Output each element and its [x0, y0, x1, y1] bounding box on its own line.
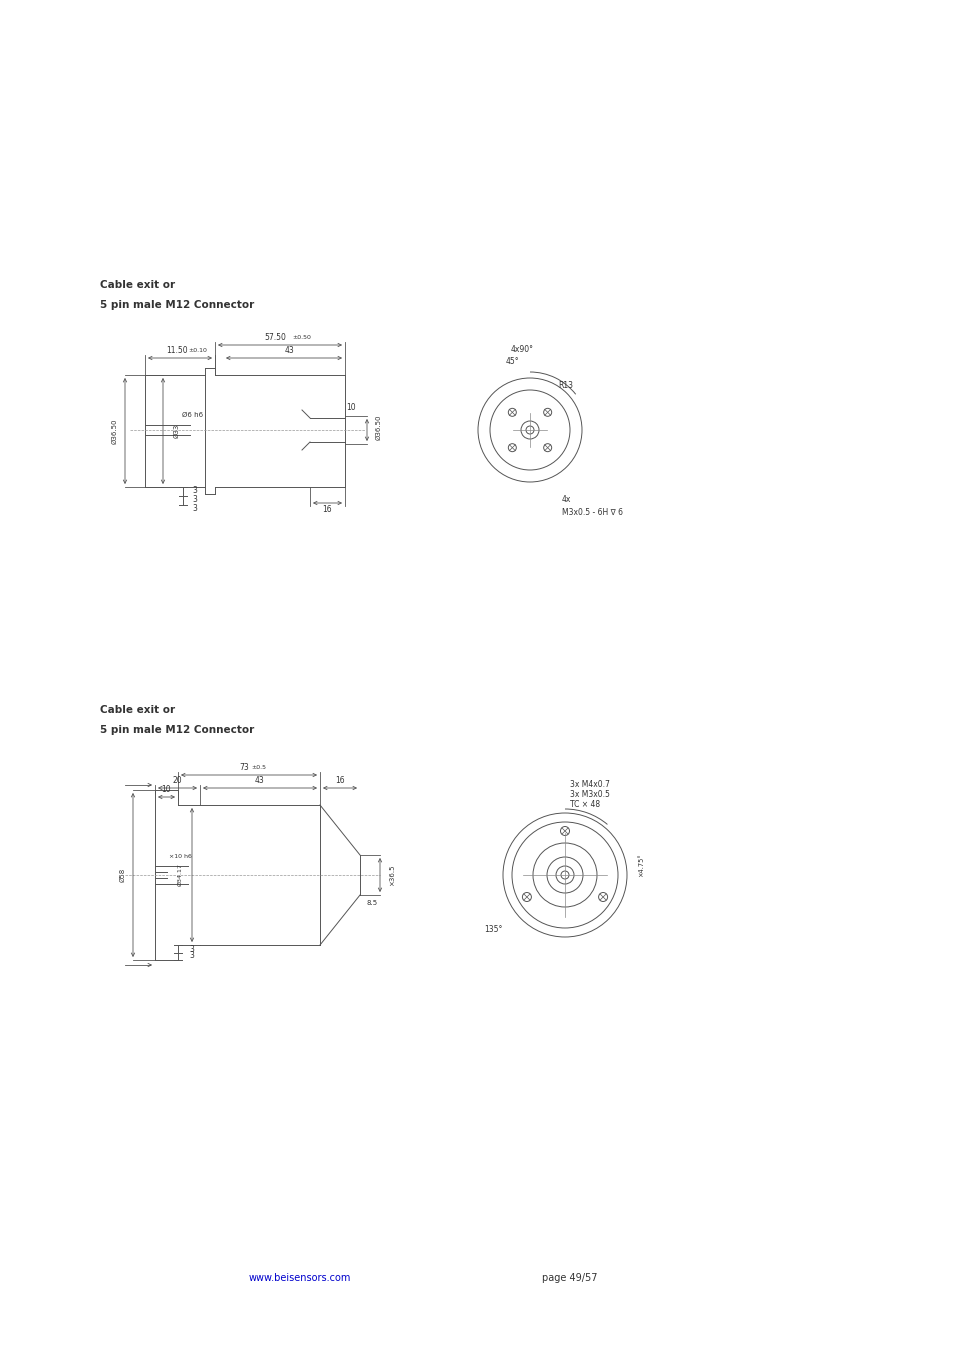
Text: 43: 43 [254, 776, 265, 786]
Text: Ø33: Ø33 [173, 424, 180, 439]
Text: Ø34.17: Ø34.17 [177, 864, 182, 887]
Text: Cable exit or: Cable exit or [100, 279, 175, 290]
Text: ±0.50: ±0.50 [293, 336, 311, 340]
Text: 43: 43 [285, 347, 294, 355]
Text: Cable exit or: Cable exit or [100, 705, 175, 716]
Text: ×4.75°: ×4.75° [638, 853, 643, 878]
Text: R13: R13 [558, 382, 573, 390]
Text: 135°: 135° [483, 925, 501, 933]
Text: page 49/57: page 49/57 [541, 1273, 598, 1282]
Text: 5 pin male M12 Connector: 5 pin male M12 Connector [100, 725, 254, 734]
Text: 4x90°: 4x90° [510, 346, 533, 355]
Text: 16: 16 [322, 505, 332, 514]
Text: Ø58: Ø58 [120, 868, 126, 882]
Text: 3: 3 [190, 945, 194, 953]
Text: Ø6 h6: Ø6 h6 [182, 412, 203, 418]
Text: 57.50: 57.50 [264, 333, 286, 343]
Text: 8.5: 8.5 [366, 900, 377, 906]
Text: 16: 16 [335, 776, 344, 786]
Text: 3: 3 [193, 495, 197, 505]
Text: 3: 3 [190, 952, 194, 960]
Text: www.beisensors.com: www.beisensors.com [249, 1273, 351, 1282]
Text: 11.50: 11.50 [166, 347, 188, 355]
Text: 10: 10 [346, 404, 355, 413]
Text: 20: 20 [172, 776, 182, 786]
Text: TC × 48: TC × 48 [569, 801, 599, 810]
Text: 3: 3 [193, 505, 197, 513]
Text: 3x M3x0.5: 3x M3x0.5 [569, 791, 609, 799]
Text: M3x0.5 - 6H ∇ 6: M3x0.5 - 6H ∇ 6 [561, 508, 622, 517]
Text: Ø36.50: Ø36.50 [375, 414, 381, 440]
Text: 73: 73 [239, 764, 249, 772]
Text: 3: 3 [193, 486, 197, 495]
Text: 45°: 45° [505, 358, 518, 366]
Text: 10: 10 [161, 786, 172, 795]
Text: ×10 h6: ×10 h6 [169, 855, 192, 860]
Text: ±0.10: ±0.10 [189, 348, 207, 354]
Text: 5 pin male M12 Connector: 5 pin male M12 Connector [100, 300, 254, 310]
Text: Ø36.50: Ø36.50 [112, 418, 118, 444]
Text: ×36.5: ×36.5 [389, 864, 395, 886]
Text: 4x: 4x [561, 495, 571, 505]
Text: ±0.5: ±0.5 [252, 765, 266, 771]
Text: 3x M4x0.7: 3x M4x0.7 [569, 780, 609, 790]
